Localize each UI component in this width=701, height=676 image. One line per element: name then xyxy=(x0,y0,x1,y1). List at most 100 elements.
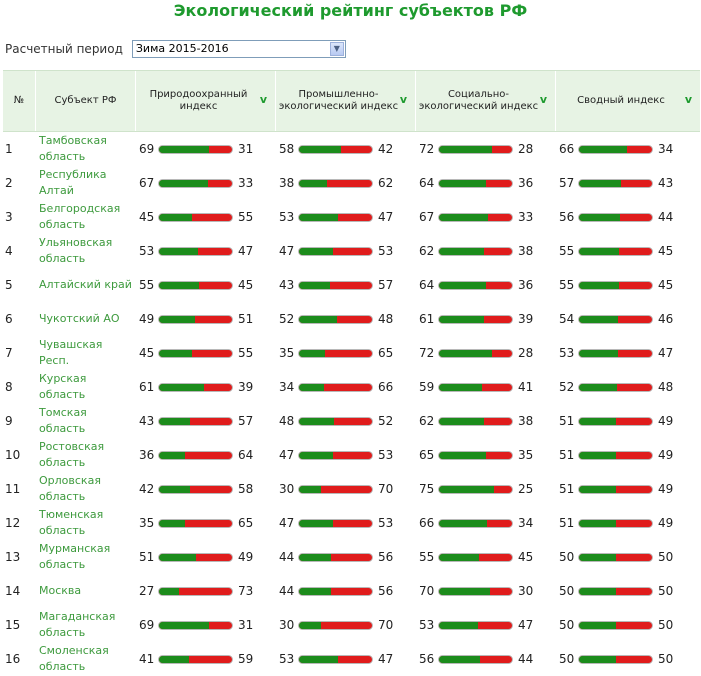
index-bar xyxy=(578,144,653,154)
complement-value: 46 xyxy=(658,312,674,326)
index-value: 55 xyxy=(559,244,575,258)
complement-value: 47 xyxy=(238,244,254,258)
period-select[interactable]: Зима 2015-2016 ▼ xyxy=(131,40,346,58)
index-bar-green xyxy=(159,349,192,357)
index-bar xyxy=(298,144,373,154)
region-link[interactable]: Курская область xyxy=(39,372,87,401)
region-link[interactable]: Москва xyxy=(39,584,82,597)
index-value: 47 xyxy=(279,448,295,462)
summary-index-cell: 51 49 xyxy=(556,414,700,428)
chevron-down-icon[interactable]: v xyxy=(539,93,547,106)
index-value: 43 xyxy=(139,414,155,428)
index-bar xyxy=(158,280,233,290)
summary-index-cell: 54 46 xyxy=(556,312,700,326)
index-value: 67 xyxy=(419,210,435,224)
industry-index-cell: 34 66 xyxy=(276,380,416,394)
index-value: 59 xyxy=(419,380,435,394)
nature-index-cell: 36 64 xyxy=(136,448,276,462)
index-bar-green xyxy=(299,485,321,493)
region-link[interactable]: Мурманская область xyxy=(39,542,111,571)
chevron-down-icon[interactable]: v xyxy=(259,93,267,106)
index-bar-green xyxy=(579,383,617,391)
index-value: 38 xyxy=(279,176,295,190)
summary-index-cell: 50 50 xyxy=(556,618,700,632)
table-row: 9 Томская область 43 57 48 52 62 38 51 49 xyxy=(3,404,700,438)
complement-value: 25 xyxy=(518,482,534,496)
index-value: 52 xyxy=(279,312,295,326)
region-link[interactable]: Орловская область xyxy=(39,474,101,503)
social-index-cell: 53 47 xyxy=(416,618,556,632)
region-link[interactable]: Чукотский АО xyxy=(39,312,120,325)
summary-index-cell: 50 50 xyxy=(556,584,700,598)
index-bar-green xyxy=(159,655,189,663)
index-bar xyxy=(578,654,653,664)
social-index-cell: 62 38 xyxy=(416,244,556,258)
index-bar xyxy=(158,416,233,426)
complement-value: 48 xyxy=(658,380,674,394)
region-link[interactable]: Тюменская область xyxy=(39,508,104,537)
region-link[interactable]: Магаданская область xyxy=(39,610,116,639)
row-number: 2 xyxy=(5,176,13,190)
nature-index-cell: 53 47 xyxy=(136,244,276,258)
complement-value: 38 xyxy=(518,244,534,258)
region-link[interactable]: Республика Алтай xyxy=(39,168,107,197)
complement-value: 56 xyxy=(378,550,394,564)
header-industry-index[interactable]: Промышленно-экологический индекс v xyxy=(276,71,416,131)
index-value: 61 xyxy=(139,380,155,394)
region-link[interactable]: Тамбовская область xyxy=(39,134,107,163)
index-bar xyxy=(578,348,653,358)
index-bar-green xyxy=(439,383,483,391)
index-bar xyxy=(298,552,373,562)
index-bar-green xyxy=(159,451,186,459)
header-nature-index[interactable]: Природоохранный индекс v xyxy=(136,71,276,131)
social-index-cell: 64 36 xyxy=(416,176,556,190)
region-link[interactable]: Ростовская область xyxy=(39,440,105,469)
index-bar-green xyxy=(579,621,616,629)
complement-value: 39 xyxy=(238,380,254,394)
header-summary-index[interactable]: Сводный индекс v xyxy=(577,93,692,107)
table-row: 3 Белгородская область 45 55 53 47 67 33 56 44 xyxy=(3,200,700,234)
social-index-cell: 65 35 xyxy=(416,448,556,462)
dropdown-arrow-icon[interactable]: ▼ xyxy=(329,42,344,56)
table-row: 5 Алтайский край 55 45 43 57 64 36 55 45 xyxy=(3,268,700,302)
index-bar xyxy=(438,416,513,426)
row-number: 8 xyxy=(5,380,13,394)
index-value: 55 xyxy=(139,278,155,292)
chevron-down-icon[interactable]: v xyxy=(684,93,692,106)
index-bar xyxy=(158,212,233,222)
region-link[interactable]: Алтайский край xyxy=(39,278,132,291)
region-link[interactable]: Чувашская Респ. xyxy=(39,338,103,367)
social-index-cell: 59 41 xyxy=(416,380,556,394)
complement-value: 53 xyxy=(378,244,394,258)
nature-index-cell: 55 45 xyxy=(136,278,276,292)
region-link[interactable]: Томская область xyxy=(39,406,87,435)
complement-value: 70 xyxy=(378,482,394,496)
index-value: 65 xyxy=(419,448,435,462)
header-region[interactable]: Субъект РФ xyxy=(36,71,136,131)
row-number: 9 xyxy=(5,414,13,428)
chevron-down-icon[interactable]: v xyxy=(399,93,407,106)
index-bar-green xyxy=(439,213,488,221)
index-value: 55 xyxy=(419,550,435,564)
index-value: 41 xyxy=(139,652,155,666)
region-link[interactable]: Смоленская область xyxy=(39,644,109,673)
row-number: 1 xyxy=(5,142,13,156)
index-bar xyxy=(438,654,513,664)
header-social-index[interactable]: Социально-экологический индекс v xyxy=(416,71,556,131)
page-title: Экологический рейтинг субъектов РФ xyxy=(173,1,528,20)
industry-index-cell: 44 56 xyxy=(276,584,416,598)
index-bar xyxy=(298,348,373,358)
region-link[interactable]: Ульяновская область xyxy=(39,236,113,265)
index-bar xyxy=(578,246,653,256)
index-value: 56 xyxy=(559,210,575,224)
row-number: 6 xyxy=(5,312,13,326)
index-value: 53 xyxy=(139,244,155,258)
complement-value: 36 xyxy=(518,278,534,292)
index-bar-green xyxy=(299,587,332,595)
table-row: 13 Мурманская область 51 49 44 56 55 45 50 50 xyxy=(3,540,700,574)
index-value: 50 xyxy=(559,550,575,564)
index-bar xyxy=(298,586,373,596)
social-index-cell: 66 34 xyxy=(416,516,556,530)
region-link[interactable]: Белгородская область xyxy=(39,202,121,231)
nature-index-cell: 42 58 xyxy=(136,482,276,496)
